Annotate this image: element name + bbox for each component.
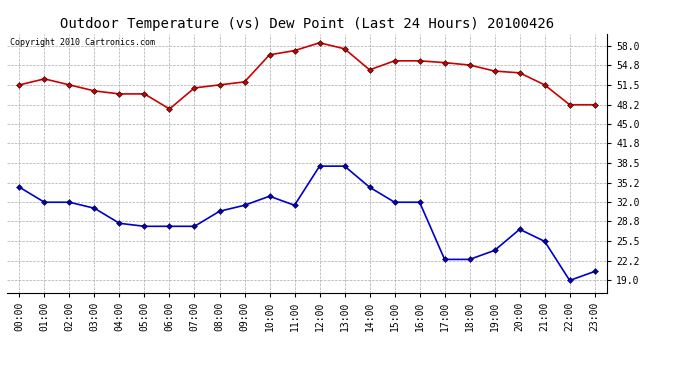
- Text: Copyright 2010 Cartronics.com: Copyright 2010 Cartronics.com: [10, 38, 155, 46]
- Title: Outdoor Temperature (vs) Dew Point (Last 24 Hours) 20100426: Outdoor Temperature (vs) Dew Point (Last…: [60, 17, 554, 31]
